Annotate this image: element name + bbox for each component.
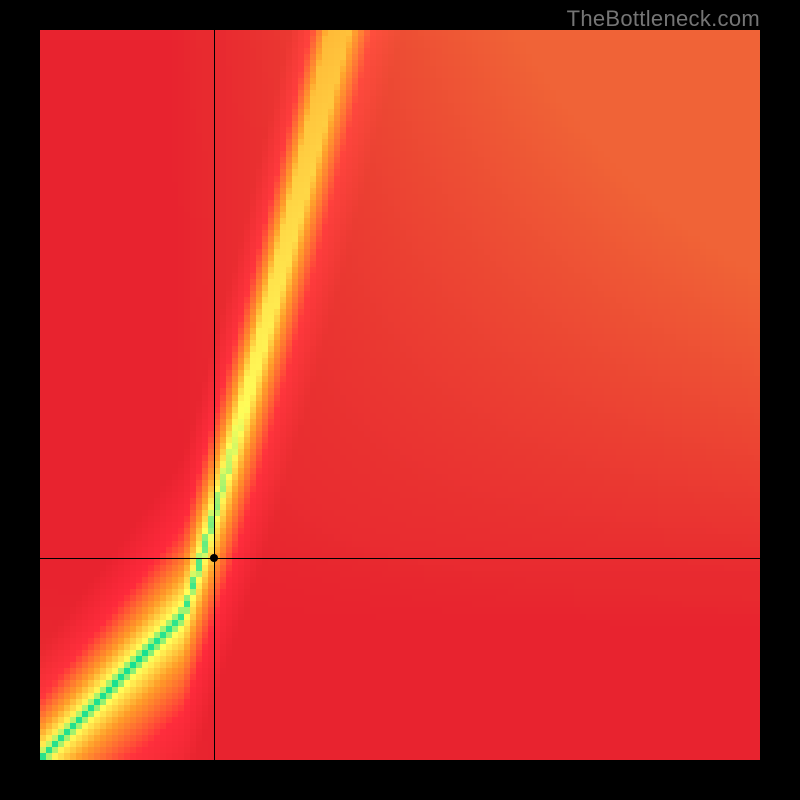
plot-area [40,30,760,760]
watermark-text: TheBottleneck.com [567,6,760,32]
heatmap-canvas [40,30,760,760]
chart-container: TheBottleneck.com [0,0,800,800]
